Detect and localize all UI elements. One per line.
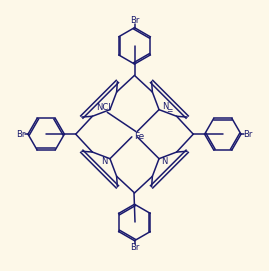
Text: =: =: [166, 106, 172, 115]
Text: Br: Br: [16, 130, 26, 139]
Text: Br: Br: [130, 243, 139, 252]
Text: N: N: [162, 102, 168, 111]
Text: Br: Br: [130, 16, 139, 25]
Text: Br: Br: [243, 130, 253, 139]
Text: N: N: [101, 157, 108, 166]
Text: N: N: [161, 157, 168, 166]
Text: NCl: NCl: [96, 103, 111, 112]
Text: Fe: Fe: [134, 132, 144, 141]
